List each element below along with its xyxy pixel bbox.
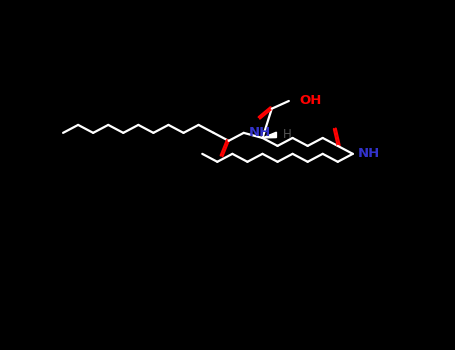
Text: OH: OH bbox=[300, 94, 322, 107]
Text: NH: NH bbox=[248, 126, 271, 139]
Text: H: H bbox=[283, 128, 291, 141]
Polygon shape bbox=[263, 132, 277, 138]
Text: NH: NH bbox=[358, 147, 380, 160]
